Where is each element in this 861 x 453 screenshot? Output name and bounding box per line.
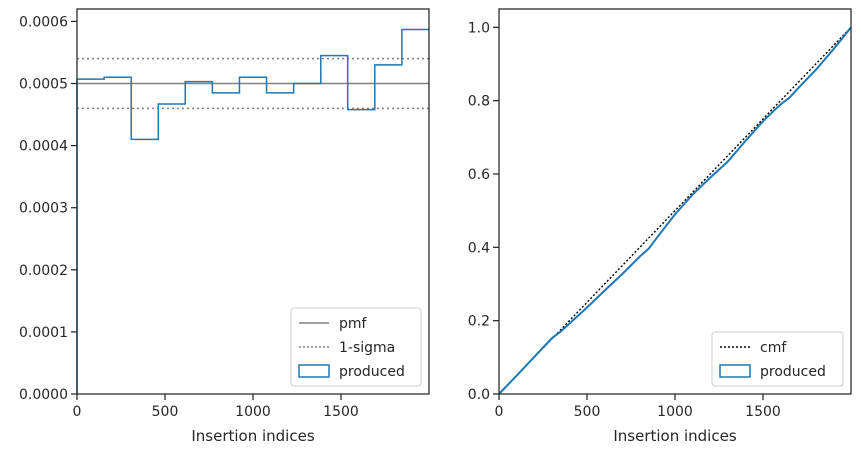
legend-box [290, 307, 422, 387]
x-axis-label: Insertion indices [191, 427, 314, 445]
y-tick-label: 0.0001 [19, 325, 68, 341]
histogram-bin [239, 77, 266, 394]
histogram-bin [77, 79, 104, 394]
legend-label-produced: produced [760, 364, 826, 380]
y-tick-label: 1.0 [468, 20, 490, 36]
cumulative-panel: 0 500 1000 1500 0.0 0.2 0.4 0.6 0.8 1.0 Insertion … [468, 8, 852, 445]
x-tick-label: 1500 [745, 404, 781, 420]
y-tick-label: 0.0003 [19, 201, 68, 217]
legend: pmf 1-sigma produced [290, 307, 422, 387]
y-tick-label: 0.0002 [19, 263, 68, 279]
histogram-bin [185, 82, 212, 394]
legend-handle-produced [719, 364, 751, 378]
x-axis-label: Insertion indices [613, 427, 736, 445]
y-tick-label: 0.0004 [19, 139, 68, 155]
produced-histogram [76, 28, 429, 394]
produced-line [498, 26, 852, 395]
y-tick-label: 0.4 [468, 240, 490, 256]
y-tick-label: 0.0006 [19, 14, 68, 30]
x-tick-label: 500 [152, 404, 179, 420]
x-tick-label: 0 [495, 404, 504, 420]
legend: cmf produced [711, 331, 844, 387]
y-tick-label: 0.0 [468, 387, 490, 403]
legend-handle-produced [298, 364, 330, 378]
y-tick-label: 0.0000 [19, 387, 68, 403]
y-tick-label: 0.0005 [19, 77, 68, 93]
legend-box [711, 331, 844, 387]
x-tick-label: 500 [574, 404, 601, 420]
histogram-bin [158, 104, 185, 394]
y-tick-label: 0.8 [468, 94, 490, 110]
legend-label-cmf: cmf [760, 340, 787, 356]
x-tick-label: 1000 [235, 404, 271, 420]
y-tick-label: 0.2 [468, 314, 490, 330]
x-tick-label: 1500 [323, 404, 359, 420]
histogram-bin [104, 77, 131, 394]
histogram-bin [131, 139, 158, 394]
legend-label-produced: produced [339, 364, 405, 380]
histogram-panel: 0 500 1000 1500 0.0000 0.0001 0.0002 0.0003 0.00… [19, 8, 430, 445]
histogram-bin [267, 93, 294, 394]
y-tick-label: 0.6 [468, 167, 490, 183]
x-tick-label: 0 [73, 404, 82, 420]
legend-label-pmf: pmf [339, 316, 368, 332]
x-tick-label: 1000 [657, 404, 693, 420]
histogram-bin [212, 93, 239, 394]
legend-label-1-sigma: 1-sigma [339, 340, 395, 356]
